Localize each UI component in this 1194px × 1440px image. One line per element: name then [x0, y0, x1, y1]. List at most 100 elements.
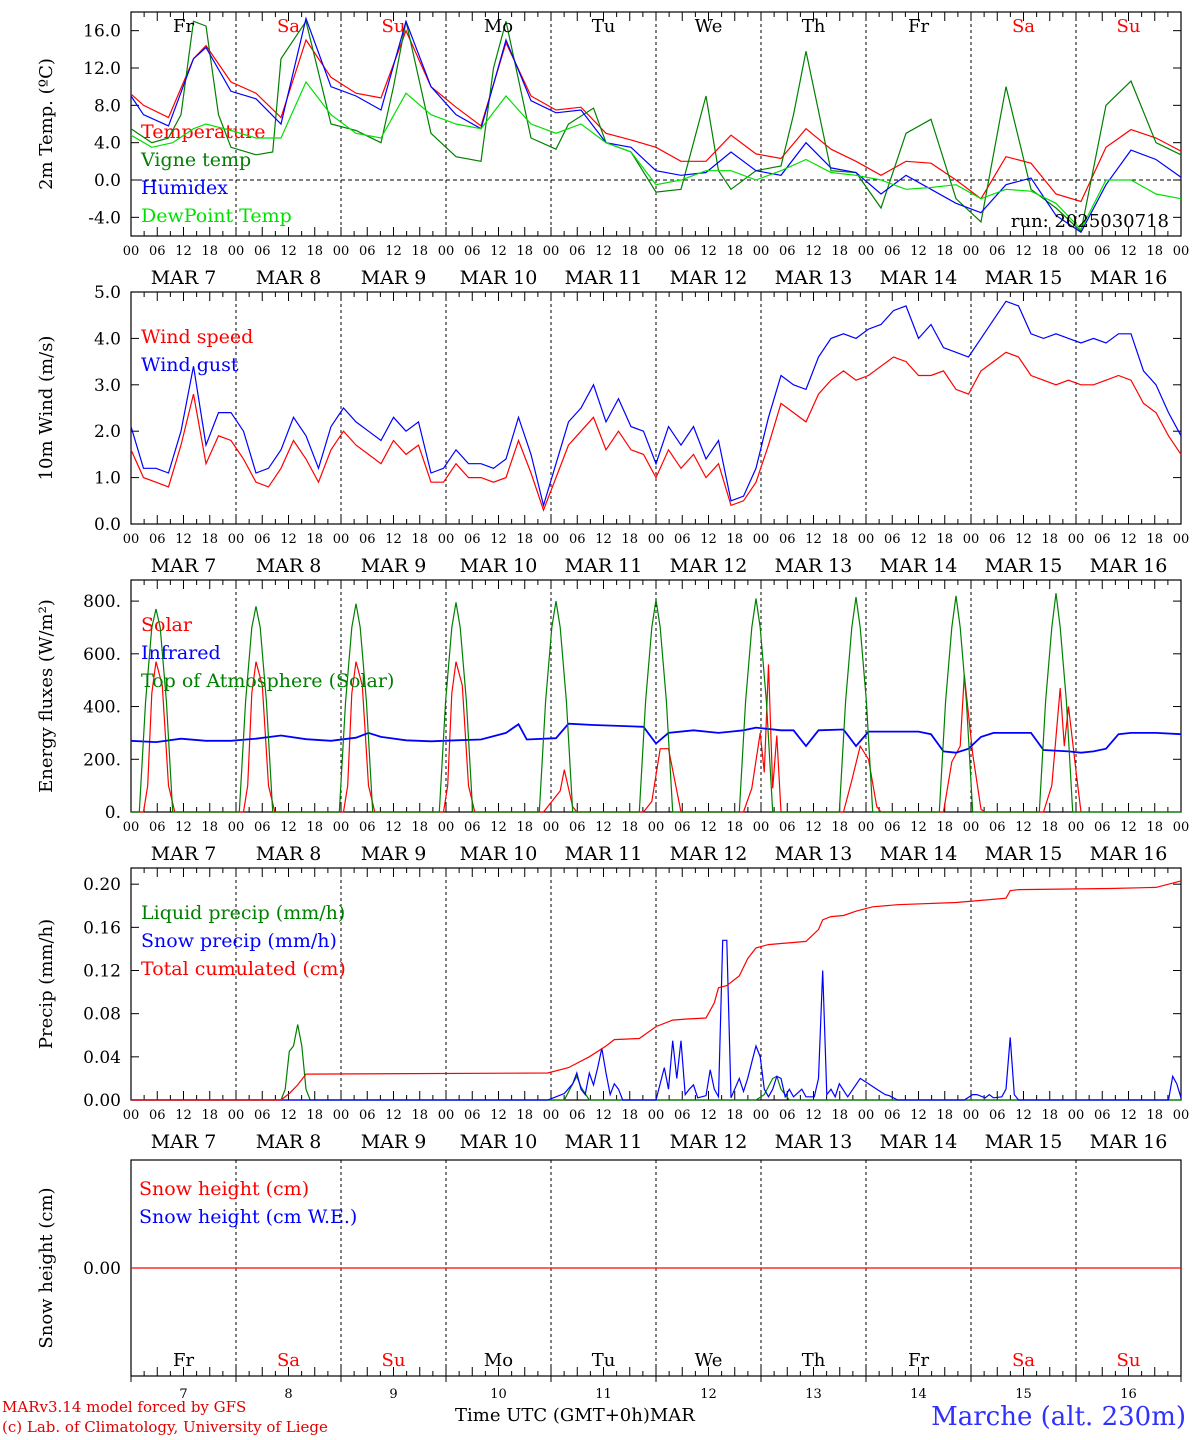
y-tick-label: 4.0 [94, 329, 121, 349]
hour-tick-label: 12 [1120, 1108, 1137, 1123]
lab-credit: (c) Lab. of Climatology, University of L… [2, 1418, 328, 1436]
hour-tick-label: 18 [621, 244, 638, 259]
hour-tick-label: 00 [753, 244, 770, 259]
hour-tick-label: 00 [963, 244, 980, 259]
legend-entry: DewPoint Temp [141, 205, 292, 227]
hour-tick-label: 12 [490, 532, 507, 547]
hour-tick-label: 00 [228, 532, 245, 547]
hour-tick-label: 18 [516, 532, 533, 547]
date-label: MAR 13 [775, 555, 853, 577]
hour-tick-label: 00 [333, 1108, 350, 1123]
hour-tick-label: 00 [753, 820, 770, 835]
y-tick-label: 2.0 [94, 422, 121, 442]
y-tick-label: 4.0 [94, 134, 121, 154]
hour-tick-label: 00 [543, 244, 560, 259]
date-label: MAR 15 [985, 555, 1063, 577]
day-of-week-label: Fr [173, 16, 194, 37]
hour-tick-label: 06 [464, 532, 481, 547]
y-tick-label: 8.0 [94, 96, 121, 116]
legend-entry: Humidex [141, 177, 228, 199]
hour-tick-label: 00 [1173, 244, 1190, 259]
hour-tick-label: 06 [569, 244, 586, 259]
hour-tick-label: 18 [1146, 1108, 1163, 1123]
day-number-label: 11 [595, 1387, 612, 1402]
hour-tick-label: 12 [910, 532, 927, 547]
hour-tick-label: 18 [201, 532, 218, 547]
hour-tick-label: 06 [779, 1108, 796, 1123]
hour-tick-label: 18 [411, 532, 428, 547]
hour-tick-label: 18 [1041, 820, 1058, 835]
legend-entry: Wind gust [141, 354, 239, 376]
day-of-week-label: Tu [592, 16, 616, 37]
hour-tick-label: 06 [359, 244, 376, 259]
hour-tick-label: 12 [280, 820, 297, 835]
hour-tick-label: 18 [306, 1108, 323, 1123]
legend-entry: Snow precip (mm/h) [141, 930, 337, 952]
hour-tick-label: 00 [333, 820, 350, 835]
panel-5: 0.00 Snow height (cm) Snow height (cm) Snow… [36, 1159, 1182, 1402]
series-line-dewpoint-temp [130, 80, 1182, 231]
y-tick-label: 16.0 [83, 22, 121, 42]
y-axis-label: 10m Wind (m/s) [36, 336, 57, 481]
hour-tick-label: 18 [726, 820, 743, 835]
day-of-week-label: Th [802, 16, 826, 37]
hour-tick-label: 18 [831, 244, 848, 259]
date-label: MAR 13 [775, 1131, 853, 1153]
hour-tick-label: 06 [674, 820, 691, 835]
hour-tick-label: 06 [1094, 244, 1111, 259]
hour-tick-label: 18 [1041, 532, 1058, 547]
hour-tick-label: 18 [726, 532, 743, 547]
date-label: MAR 13 [775, 267, 853, 289]
day-number-label: 10 [490, 1387, 507, 1402]
y-axis-label: Energy fluxes (W/m²) [36, 599, 57, 793]
date-label: MAR 9 [361, 267, 427, 289]
hour-tick-label: 06 [254, 244, 271, 259]
hour-tick-label: 06 [149, 244, 166, 259]
day-number-label: 13 [805, 1387, 822, 1402]
date-label: MAR 15 [985, 843, 1063, 865]
hour-tick-label: 00 [333, 532, 350, 547]
date-label: MAR 10 [460, 555, 538, 577]
hour-tick-label: 12 [700, 820, 717, 835]
series-line-humidex [130, 16, 1182, 234]
hour-tick-label: 12 [175, 1108, 192, 1123]
hour-tick-label: 12 [175, 244, 192, 259]
hour-tick-label: 12 [385, 1108, 402, 1123]
hour-tick-label: 00 [438, 244, 455, 259]
hour-tick-label: 18 [936, 820, 953, 835]
date-label: MAR 12 [670, 1131, 748, 1153]
series-line-top-of-atmosphere-solar- [131, 593, 1181, 813]
y-tick-label: 0.08 [83, 1005, 121, 1025]
hour-tick-label: 06 [149, 1108, 166, 1123]
hour-tick-label: 18 [621, 1108, 638, 1123]
y-tick-label: 3.0 [94, 376, 121, 396]
hour-tick-label: 12 [805, 820, 822, 835]
hour-tick-label: 00 [1068, 532, 1085, 547]
panel-2: 5.0 4.0 3.0 2.0 1.0 0.0 10m Wind (m/s) 00 06 12 18… [36, 283, 1189, 577]
day-number-label: 8 [284, 1387, 292, 1402]
day-of-week-label: Sa [1012, 16, 1035, 37]
y-tick-label: 0.20 [83, 875, 121, 895]
hour-tick-label: 12 [1120, 820, 1137, 835]
hour-tick-label: 06 [254, 1108, 271, 1123]
date-label: MAR 7 [151, 555, 217, 577]
hour-tick-label: 06 [569, 532, 586, 547]
hour-tick-label: 06 [464, 1108, 481, 1123]
hour-tick-label: 06 [674, 532, 691, 547]
hour-tick-label: 18 [831, 820, 848, 835]
hour-tick-label: 18 [726, 1108, 743, 1123]
date-label: MAR 14 [880, 1131, 958, 1153]
hour-tick-label: 00 [648, 1108, 665, 1123]
hour-tick-label: 12 [595, 532, 612, 547]
hour-tick-label: 00 [438, 1108, 455, 1123]
hour-tick-label: 18 [726, 244, 743, 259]
hour-tick-label: 12 [910, 820, 927, 835]
hour-tick-label: 18 [936, 532, 953, 547]
legend-entry: Total cumulated (cm) [141, 958, 346, 980]
hour-tick-label: 18 [621, 820, 638, 835]
hour-tick-label: 00 [1068, 1108, 1085, 1123]
hour-tick-label: 18 [831, 1108, 848, 1123]
panel-3: 800. 600. 400. 200. 0. Energy fluxes (W/m²) 00… [36, 579, 1189, 865]
date-label: MAR 13 [775, 843, 853, 865]
hour-tick-label: 18 [306, 532, 323, 547]
